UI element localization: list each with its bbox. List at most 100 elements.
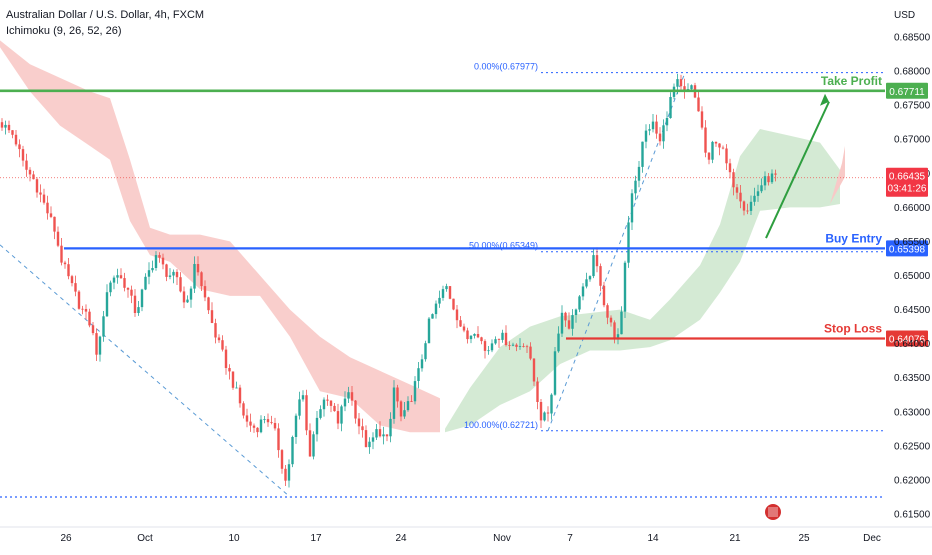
candle-body xyxy=(763,176,767,186)
candle-body xyxy=(714,141,718,144)
cloud-bearish xyxy=(0,40,440,433)
price-levels: Take Profit 0.67711 Buy Entry 0.65398 Stop L… xyxy=(0,74,928,347)
candle-body xyxy=(193,264,196,289)
candle-body xyxy=(242,403,245,416)
candle-body xyxy=(333,405,336,412)
candle-body xyxy=(98,336,102,355)
candle-body xyxy=(63,262,67,265)
y-tick-label: 0.63000 xyxy=(894,407,931,418)
candle-body xyxy=(480,337,483,342)
candle-body xyxy=(711,141,714,160)
candle-body xyxy=(46,202,49,214)
candle-body xyxy=(287,464,291,481)
candle-body xyxy=(420,359,424,369)
candle-body xyxy=(203,286,207,298)
candle-body xyxy=(651,121,655,130)
candle-body xyxy=(529,346,532,359)
candle-body xyxy=(756,191,760,196)
candle-body xyxy=(455,309,459,321)
y-tick-label: 0.64000 xyxy=(894,339,931,350)
candle-body xyxy=(546,412,550,414)
candle-body xyxy=(207,297,210,311)
y-tick-label: 0.67000 xyxy=(894,135,931,146)
candle-body xyxy=(361,426,364,431)
candle-body xyxy=(399,401,403,417)
candle-body xyxy=(301,395,305,400)
candle-body xyxy=(637,166,641,181)
candle-body xyxy=(336,411,340,424)
cloud-bullish xyxy=(445,129,840,433)
candle-body xyxy=(385,434,389,437)
candle-body xyxy=(581,286,585,297)
candle-body xyxy=(742,201,746,211)
candle-body xyxy=(116,275,119,278)
candle-body xyxy=(469,335,473,340)
candle-body xyxy=(263,419,266,420)
y-tick-label: 0.61500 xyxy=(894,510,931,521)
candle-body xyxy=(294,415,298,437)
fib-label-2: 100.00%(0.62721) xyxy=(464,420,538,430)
candle-body xyxy=(662,125,665,142)
projection-arrow xyxy=(765,101,830,239)
candles xyxy=(0,73,777,488)
candle-body xyxy=(494,339,497,344)
candle-body xyxy=(14,134,18,145)
candle-body xyxy=(462,326,466,331)
candle-body xyxy=(200,272,203,287)
level-label-buy-entry: Buy Entry xyxy=(825,231,882,245)
candle-body xyxy=(634,180,637,194)
candle-body xyxy=(739,192,742,202)
candle-body xyxy=(81,308,84,310)
price-axis: USD0.685000.680000.675000.670000.665000.… xyxy=(886,10,931,521)
x-tick-label: 14 xyxy=(647,533,659,544)
candle-body xyxy=(105,292,109,317)
candle-body xyxy=(4,124,7,128)
candle-body xyxy=(553,351,557,395)
candle-body xyxy=(620,311,623,335)
candle-body xyxy=(95,333,98,355)
candle-body xyxy=(560,312,564,334)
candle-body xyxy=(0,122,4,128)
candle-body xyxy=(326,399,329,401)
y-tick-label: 0.68500 xyxy=(894,33,931,44)
candle-body xyxy=(735,187,739,193)
candle-body xyxy=(182,291,186,303)
candle-body xyxy=(427,318,431,344)
candle-body xyxy=(574,309,578,315)
candle-body xyxy=(210,310,214,323)
y-tick-label: 0.65000 xyxy=(894,271,931,282)
x-tick-label: 17 xyxy=(310,533,322,544)
candle-body xyxy=(109,282,112,293)
y-tick-label: 0.68000 xyxy=(894,67,931,78)
candle-body xyxy=(630,193,634,223)
candle-body xyxy=(340,406,343,424)
candle-body xyxy=(431,314,434,319)
candle-body xyxy=(238,387,242,404)
candle-body xyxy=(525,346,529,348)
candle-body xyxy=(119,275,123,279)
candle-body xyxy=(252,425,256,428)
candle-body xyxy=(518,346,522,347)
candle-body xyxy=(28,169,32,175)
candle-body xyxy=(571,315,574,329)
candle-body xyxy=(602,285,606,306)
candle-body xyxy=(448,286,452,299)
candle-body xyxy=(683,86,686,92)
candle-body xyxy=(707,152,711,160)
indicator-label: Ichimoku (9, 26, 52, 26) xyxy=(6,25,122,37)
candle-body xyxy=(7,124,11,131)
candle-body xyxy=(655,121,658,134)
candle-body xyxy=(658,133,662,142)
candle-body xyxy=(270,422,273,423)
candle-body xyxy=(371,437,375,442)
candle-body xyxy=(322,399,326,410)
symbol-title: Australian Dollar / U.S. Dollar, 4h, FXC… xyxy=(6,9,205,21)
candle-body xyxy=(434,303,438,315)
candle-body xyxy=(347,392,350,399)
candle-body xyxy=(564,312,567,321)
candle-body xyxy=(102,316,105,337)
candle-body xyxy=(144,276,147,290)
candle-body xyxy=(567,320,571,329)
